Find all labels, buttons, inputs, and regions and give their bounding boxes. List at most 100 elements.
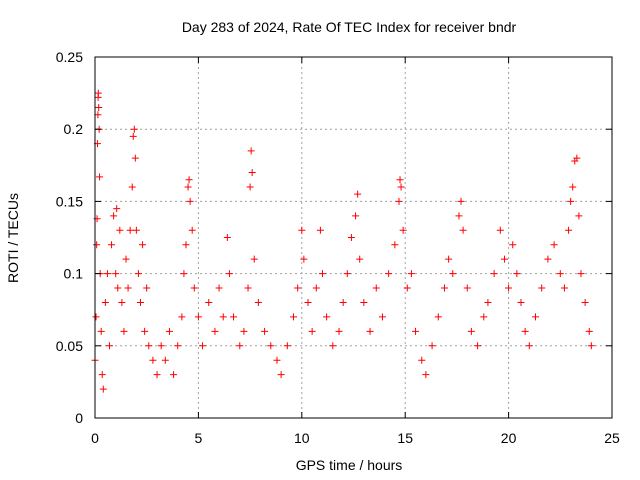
data-point	[199, 342, 207, 350]
data-point	[343, 270, 351, 278]
data-point	[517, 298, 525, 306]
data-point	[240, 327, 248, 335]
data-point	[277, 371, 285, 379]
data-point	[230, 313, 238, 321]
data-point	[153, 371, 161, 379]
data-point	[560, 284, 568, 292]
data-point	[95, 104, 103, 112]
data-point	[329, 342, 337, 350]
data-point	[122, 255, 130, 263]
data-point	[575, 212, 583, 220]
data-point	[391, 241, 399, 249]
data-point	[521, 327, 529, 335]
data-point	[531, 313, 539, 321]
x-axis-label: GPS time / hours	[296, 457, 403, 473]
y-tick-label: 0.25	[56, 49, 83, 65]
data-point	[581, 298, 589, 306]
data-point	[246, 183, 254, 191]
data-point	[316, 226, 324, 234]
data-point	[459, 226, 467, 234]
data-point	[254, 298, 262, 306]
data-point	[356, 255, 364, 263]
data-point	[440, 284, 448, 292]
data-point	[112, 270, 120, 278]
data-point	[525, 342, 533, 350]
data-points	[91, 89, 595, 393]
data-point	[116, 226, 124, 234]
x-axis-ticks: 0 5 10 15 20 25	[91, 57, 620, 446]
data-point	[174, 342, 182, 350]
y-tick-label: 0.1	[64, 266, 84, 282]
data-point	[354, 190, 362, 198]
data-point	[185, 176, 193, 184]
y-axis-ticks: 0 0.05 0.1 0.15 0.2 0.25	[56, 49, 612, 426]
data-point	[120, 327, 128, 335]
data-point	[113, 205, 121, 213]
data-point	[449, 270, 457, 278]
data-point	[118, 298, 126, 306]
data-point	[294, 284, 302, 292]
data-point	[132, 226, 140, 234]
data-point	[457, 197, 465, 205]
data-point	[170, 371, 178, 379]
x-tick-label: 20	[501, 430, 517, 446]
data-point	[143, 284, 151, 292]
data-point	[318, 270, 326, 278]
data-point	[236, 342, 244, 350]
data-point	[92, 313, 100, 321]
data-point	[211, 327, 219, 335]
data-point	[273, 356, 281, 364]
data-point	[98, 371, 106, 379]
x-tick-label: 10	[294, 430, 310, 446]
y-tick-label: 0.15	[56, 193, 83, 209]
data-point	[513, 270, 521, 278]
data-point	[157, 342, 165, 350]
data-point	[165, 327, 173, 335]
data-point	[219, 313, 227, 321]
data-point	[110, 212, 118, 220]
data-point	[182, 241, 190, 249]
data-point	[128, 183, 136, 191]
data-point	[134, 270, 142, 278]
data-point	[130, 125, 138, 133]
data-point	[149, 356, 157, 364]
data-point	[94, 89, 102, 97]
data-point	[267, 342, 275, 350]
data-point	[455, 212, 463, 220]
data-point	[428, 342, 436, 350]
data-point	[565, 226, 573, 234]
data-point	[500, 255, 508, 263]
data-point	[399, 226, 407, 234]
data-point	[490, 270, 498, 278]
data-point	[577, 270, 585, 278]
data-point	[215, 284, 223, 292]
y-axis-label: ROTI / TECUs	[5, 193, 21, 283]
data-point	[261, 327, 269, 335]
data-point	[312, 284, 320, 292]
data-point	[205, 298, 213, 306]
data-point	[145, 342, 153, 350]
data-point	[188, 226, 196, 234]
data-point	[223, 234, 231, 241]
x-tick-label: 15	[397, 430, 413, 446]
plot-frame	[94, 56, 613, 419]
data-point	[484, 298, 492, 306]
data-point	[335, 327, 343, 335]
data-point	[418, 356, 426, 364]
data-point	[178, 313, 186, 321]
data-point	[136, 298, 144, 306]
data-point	[505, 284, 513, 292]
data-point	[538, 284, 546, 292]
data-point	[366, 327, 374, 335]
data-point	[225, 270, 233, 278]
data-point	[180, 270, 188, 278]
data-point	[247, 147, 255, 155]
data-point	[283, 342, 291, 350]
x-tick-label: 0	[91, 430, 99, 446]
data-point	[129, 132, 137, 140]
data-point	[445, 255, 453, 263]
data-point	[412, 327, 420, 335]
data-point	[250, 255, 258, 263]
data-point	[587, 342, 595, 350]
